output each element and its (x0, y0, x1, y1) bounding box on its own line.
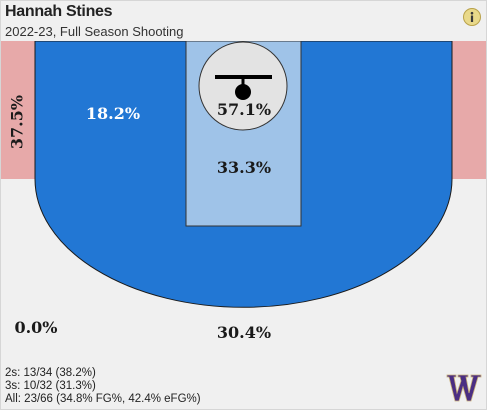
hoop (235, 84, 251, 100)
shooting-summary: 2s: 13/34 (38.2%) 3s: 10/32 (31.3%) All:… (5, 367, 201, 406)
all-summary: All: 23/66 (34.8% FG%, 42.4% eFG%) (5, 393, 201, 405)
info-glyph (470, 11, 474, 22)
top-of-key-three-pct: 30.4% (217, 323, 271, 342)
at-rim-pct: 57.1% (217, 100, 271, 119)
player-name: Hannah Stines (5, 3, 113, 20)
info-icon[interactable] (463, 8, 481, 26)
left-corner-three-pct: 37.5% (8, 95, 27, 149)
threes-summary: 3s: 10/32 (31.3%) (5, 380, 96, 392)
team-logo-icon (446, 374, 482, 402)
twos-summary: 2s: 13/34 (38.2%) (5, 367, 96, 379)
right-corner-three-zone (452, 41, 486, 179)
season-subtitle: 2022-23, Full Season Shooting (5, 24, 184, 39)
left-wing-midrange-pct: 18.2% (86, 104, 140, 123)
chart-header: Hannah Stines 2022-23, Full Season Shoot… (1, 1, 486, 41)
left-corner-three-zone (1, 41, 35, 179)
paint-pct: 33.3% (217, 158, 271, 177)
left-wing-three-pct: 0.0% (14, 318, 57, 337)
